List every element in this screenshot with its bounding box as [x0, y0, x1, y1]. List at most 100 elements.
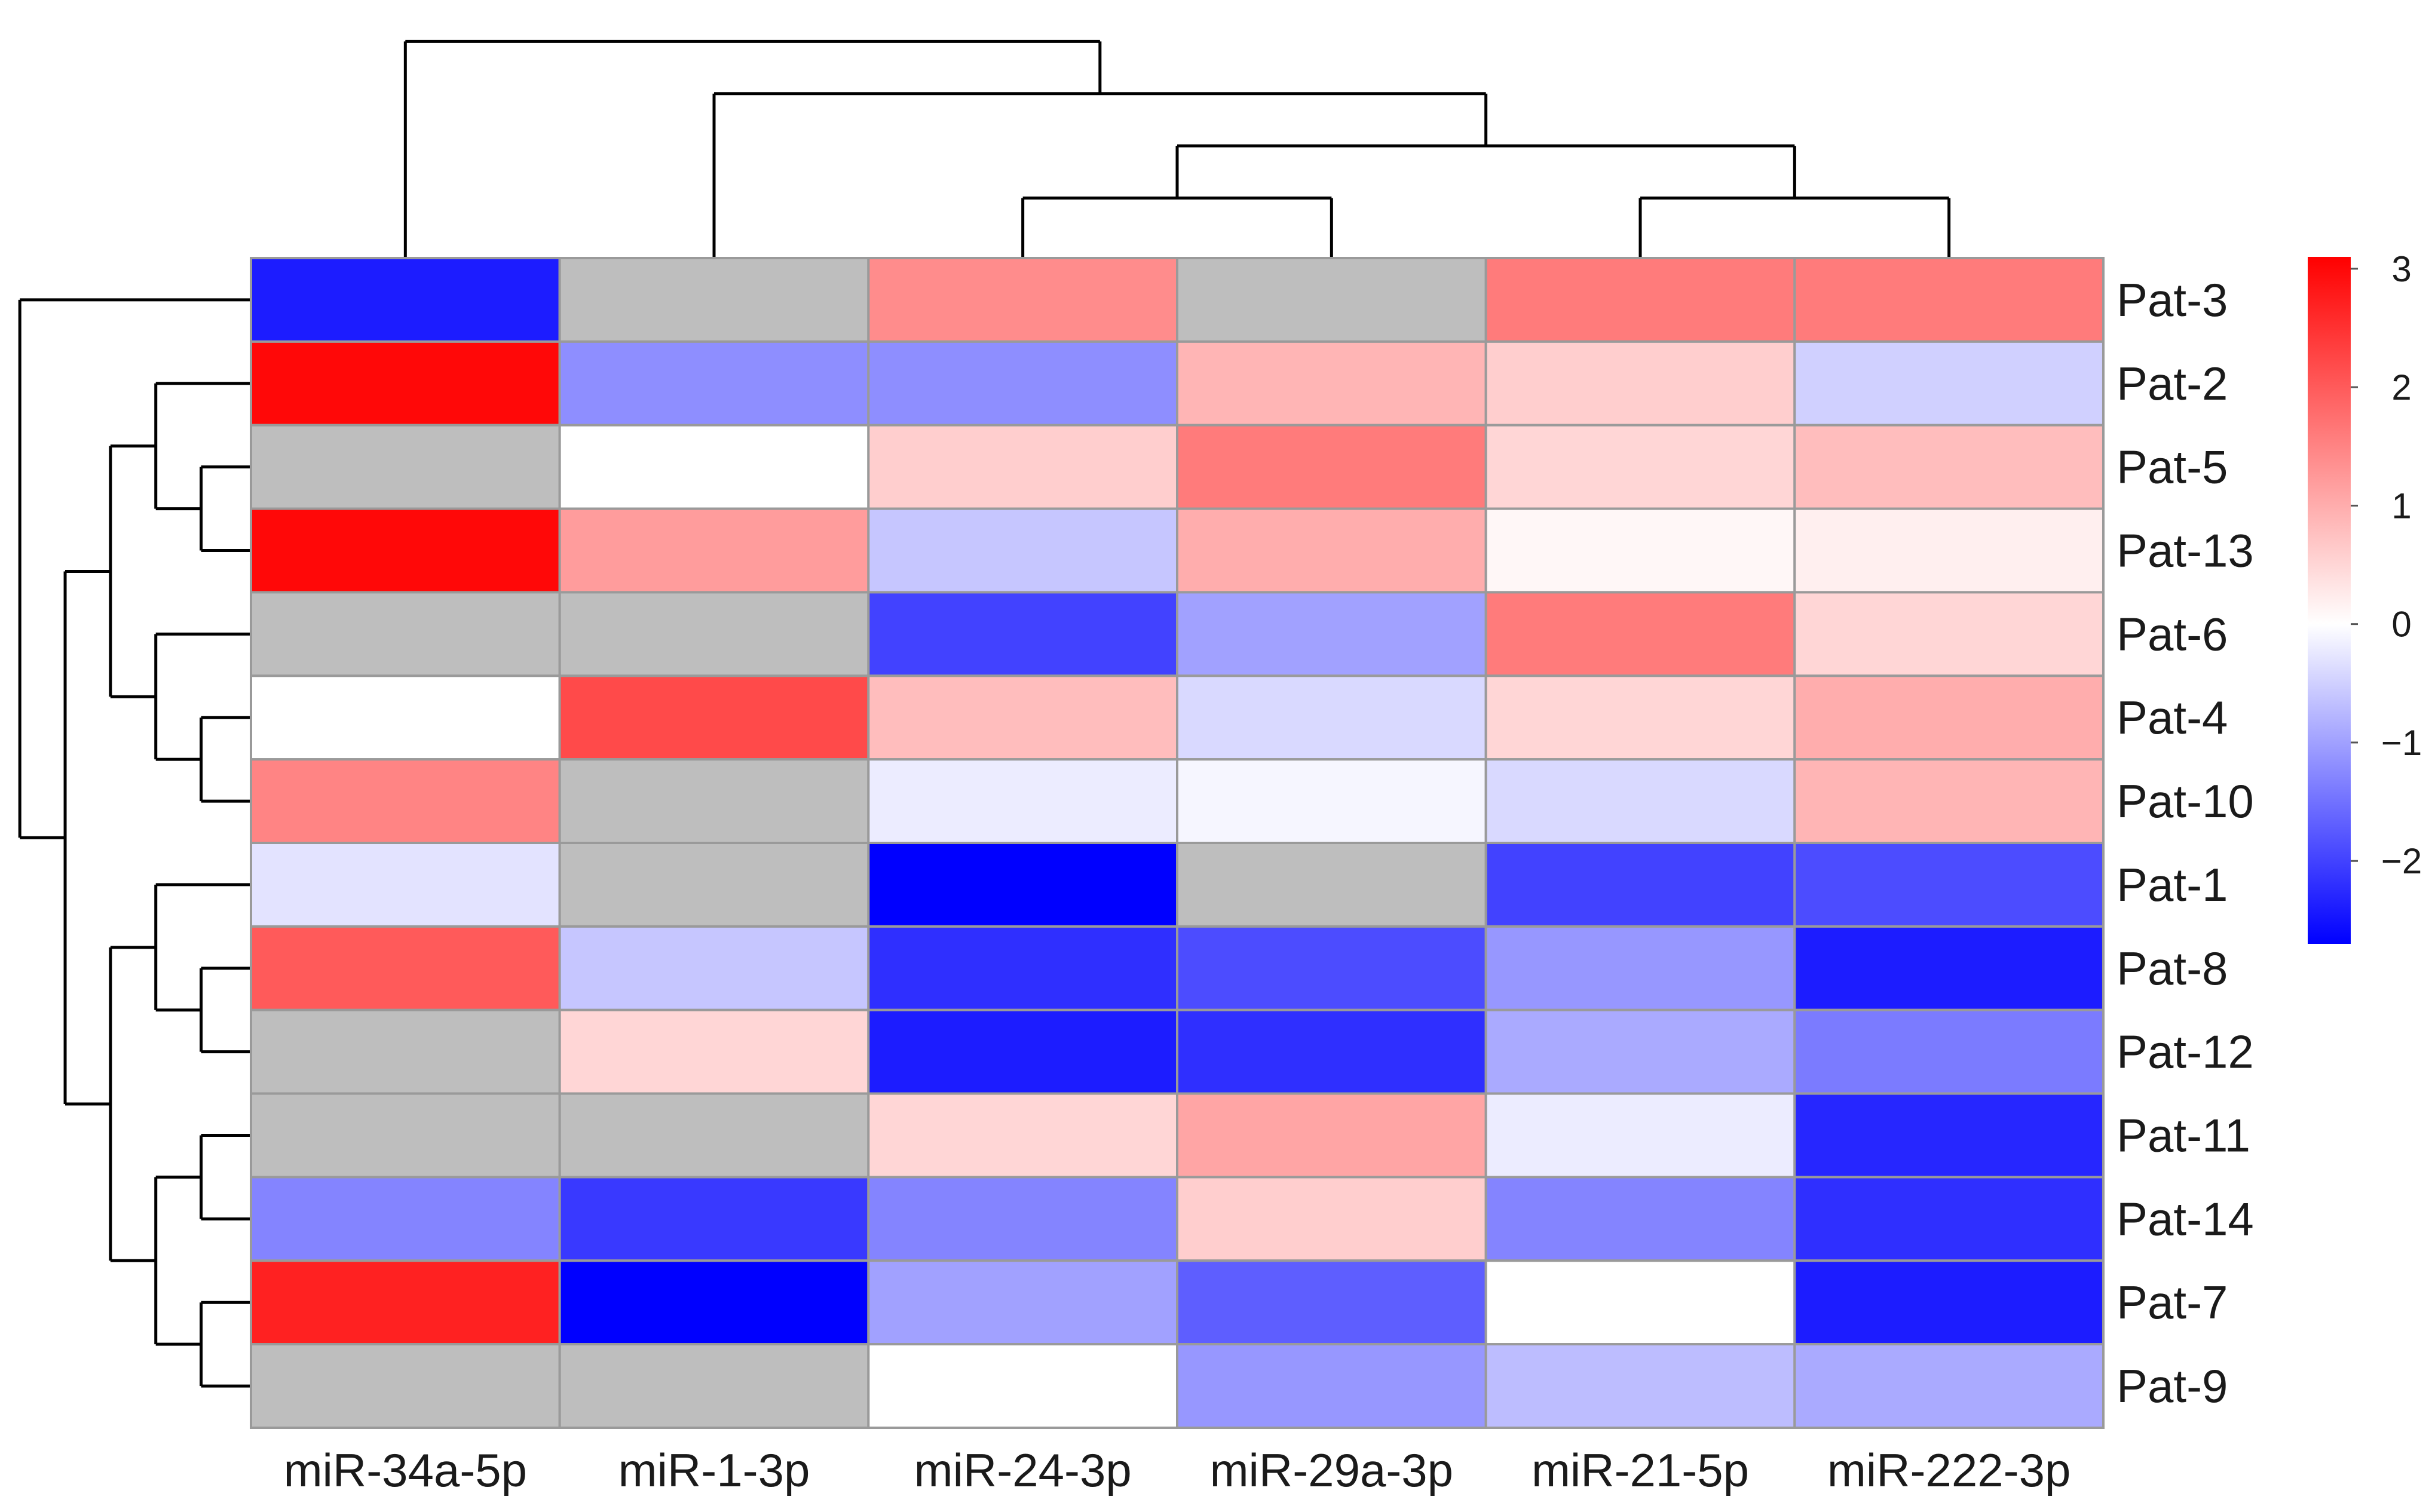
heatmap-cell [1793, 758, 2105, 844]
heatmap-cell [250, 1259, 561, 1346]
heatmap-cell [1484, 1176, 1796, 1262]
column-label: miR-29a-3p [1210, 1444, 1453, 1496]
heatmap-cell [1484, 340, 1796, 427]
legend-tick-label: 3 [2391, 249, 2411, 289]
heatmap-cell [1176, 1008, 1487, 1095]
heatmap-cell [867, 1259, 1179, 1346]
column-label: miR-34a-5p [284, 1444, 527, 1496]
heatmap-cell [1176, 758, 1487, 844]
heatmap-cell [558, 674, 870, 761]
row-labels: Pat-3 Pat-2 Pat-5 Pat-13 Pat-6 Pat-4 Pat-10 Pat… [2117, 274, 2254, 1412]
heatmap-cell [558, 340, 870, 427]
heatmap-cell [250, 758, 561, 844]
heatmap-cell [867, 1176, 1179, 1262]
heatmap-cell [1484, 1092, 1796, 1179]
heatmap-cell [1484, 1259, 1796, 1346]
heatmap-cell [250, 1343, 561, 1429]
heatmap-cell [1793, 842, 2105, 928]
heatmap-cell [867, 1092, 1179, 1179]
heatmap-cell [1793, 257, 2105, 343]
row-label: Pat-10 [2117, 775, 2254, 827]
heatmap-cell [1484, 674, 1796, 761]
row-dendrogram [18, 298, 251, 1388]
heatmap-cell [1176, 842, 1487, 928]
heatmap-cell [250, 507, 561, 594]
legend-tick-label: 2 [2391, 367, 2411, 407]
legend-tick-label: −1 [2381, 723, 2422, 763]
heatmap-cell [867, 758, 1179, 844]
heatmap-cell [1484, 424, 1796, 510]
heatmap-cell [1176, 424, 1487, 510]
heatmap-cell [558, 1092, 870, 1179]
column-dendrogram [403, 39, 1951, 258]
heatmap-cell [867, 1008, 1179, 1095]
heatmap-cell [250, 674, 561, 761]
heatmap-cell [867, 591, 1179, 677]
row-label: Pat-4 [2117, 691, 2228, 744]
heatmap-cell [250, 257, 561, 343]
heatmap-cell [1793, 925, 2105, 1011]
heatmap-cell [1176, 674, 1487, 761]
heatmap-cell [867, 842, 1179, 928]
heatmap-cell [1176, 257, 1487, 343]
heatmap-cell [1176, 340, 1487, 427]
heatmap-cell [1484, 1343, 1796, 1429]
heatmap-cell [1176, 1343, 1487, 1429]
heatmap-cell [1484, 758, 1796, 844]
heatmap-cell [250, 1176, 561, 1262]
heatmap-cell [558, 1176, 870, 1262]
heatmap-cell [250, 1008, 561, 1095]
heatmap-cell [867, 340, 1179, 427]
heatmap-cell [1793, 1176, 2105, 1262]
row-label: Pat-14 [2117, 1192, 2254, 1245]
row-label: Pat-3 [2117, 274, 2228, 326]
row-label: Pat-8 [2117, 942, 2228, 995]
heatmap-cell [1484, 257, 1796, 343]
heatmap-cell [250, 591, 561, 677]
heatmap-cell [558, 1008, 870, 1095]
heatmap-cell [250, 925, 561, 1011]
heatmap-cell [558, 257, 870, 343]
heatmap-cell [867, 507, 1179, 594]
heatmap-cell [558, 1343, 870, 1429]
heatmap-cell [1176, 591, 1487, 677]
row-label: Pat-2 [2117, 357, 2228, 410]
heatmap-cell [558, 424, 870, 510]
heatmap-cell [1793, 424, 2105, 510]
heatmap-cells [250, 257, 2105, 1429]
column-label: miR-1-3p [618, 1444, 810, 1496]
heatmap-cell [1793, 674, 2105, 761]
row-label: Pat-6 [2117, 608, 2228, 660]
heatmap-cell [867, 925, 1179, 1011]
column-label: miR-21-5p [1532, 1444, 1749, 1496]
heatmap-cell [1176, 507, 1487, 594]
heatmap-cell [1484, 842, 1796, 928]
row-label: Pat-1 [2117, 858, 2228, 911]
column-label: miR-24-3p [914, 1444, 1132, 1496]
heatmap-cell [250, 340, 561, 427]
heatmap-cell [1484, 925, 1796, 1011]
heatmap-cell [1484, 1008, 1796, 1095]
row-label: Pat-11 [2117, 1109, 2250, 1162]
heatmap-cell [1176, 1092, 1487, 1179]
heatmap-cell [1176, 1176, 1487, 1262]
row-label: Pat-5 [2117, 441, 2228, 493]
heatmap-cell [867, 674, 1179, 761]
row-label: Pat-7 [2117, 1276, 2228, 1329]
legend-tick-label: 0 [2391, 605, 2411, 645]
heatmap-cell [867, 257, 1179, 343]
heatmap-cell [1484, 507, 1796, 594]
heatmap-cell [1484, 591, 1796, 677]
heatmap-cell [250, 424, 561, 510]
heatmap-cell [558, 842, 870, 928]
heatmap-cell [867, 424, 1179, 510]
heatmap-cell [250, 842, 561, 928]
heatmap-cell [558, 758, 870, 844]
legend-tick-label: 1 [2391, 486, 2411, 526]
heatmap-cell [1793, 1259, 2105, 1346]
row-label: Pat-9 [2117, 1360, 2228, 1412]
heatmap-cell [250, 1092, 561, 1179]
heatmap-cell [1176, 925, 1487, 1011]
